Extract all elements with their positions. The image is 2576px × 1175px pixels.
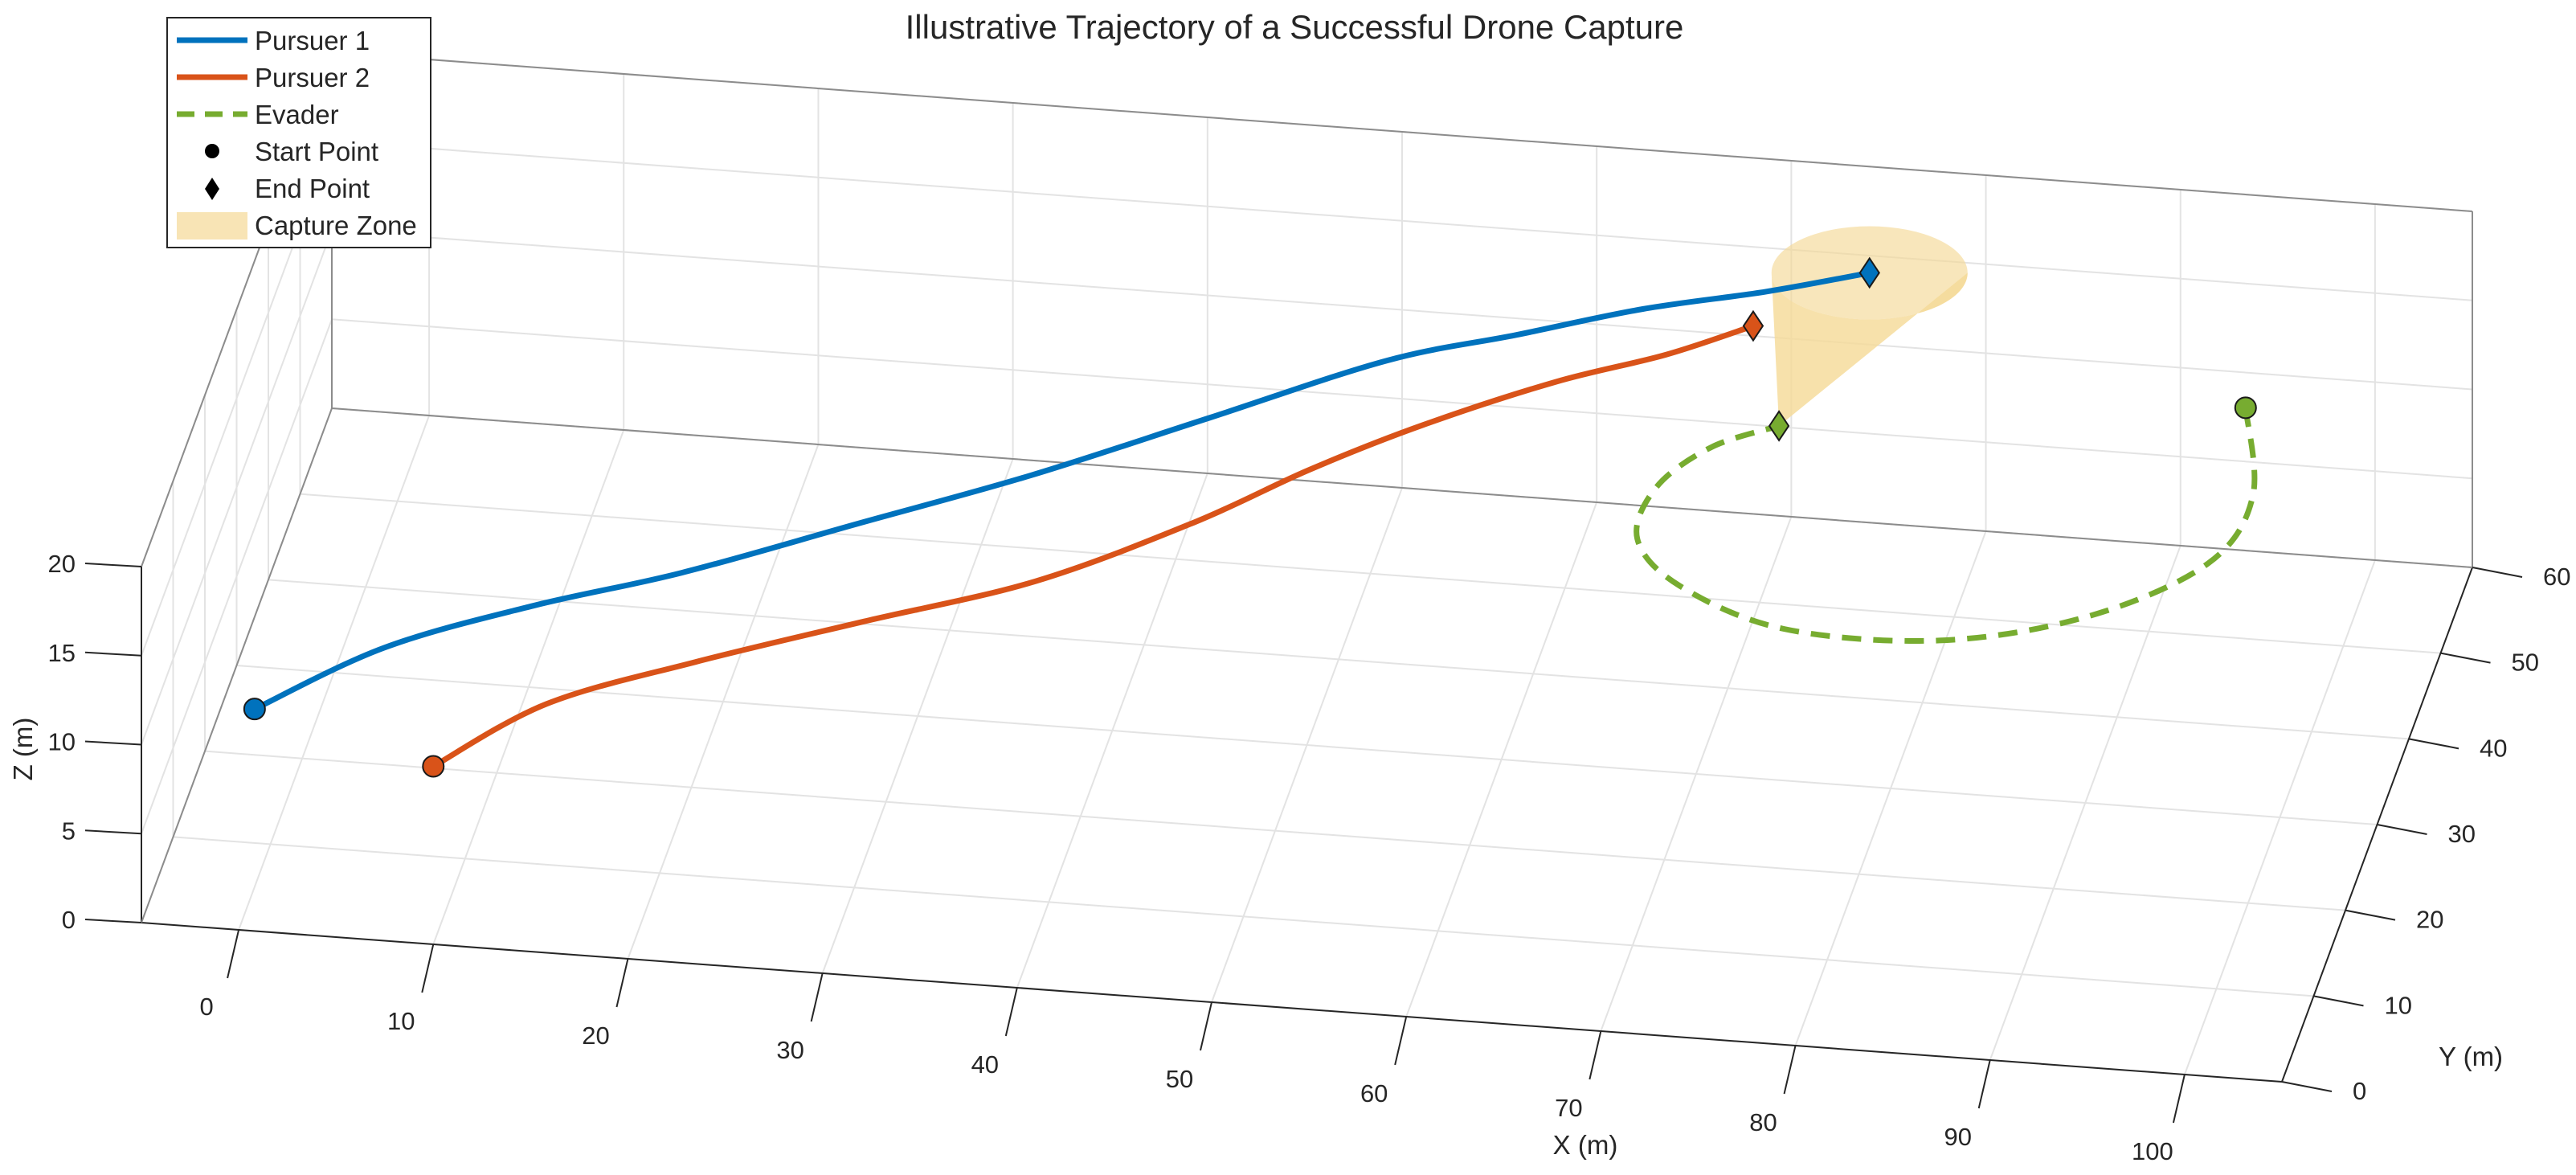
z-tick-label: 10 (48, 728, 76, 756)
floor-gridline-y (300, 493, 2441, 654)
z-tick-label: 5 (62, 817, 76, 845)
z-tick (84, 563, 142, 567)
series-line-evader (1634, 407, 2258, 645)
x-tick (1200, 1001, 1212, 1051)
x-tick-label: 0 (199, 993, 213, 1021)
legend-label-pursuer-1: Pursuer 1 (255, 26, 370, 55)
series-line-pursuer-2 (431, 323, 1755, 769)
y-tick-label: 0 (2353, 1077, 2366, 1105)
y-tick (2313, 995, 2364, 1007)
z-tick (84, 651, 142, 657)
end-marker-evader (1768, 410, 1790, 442)
x-tick-label: 30 (776, 1036, 803, 1064)
legend-label-pursuer-2: Pursuer 2 (255, 63, 370, 92)
y-tick-label: 20 (2416, 906, 2443, 934)
start-marker-pursuer-1 (243, 698, 266, 721)
x-tick-label: 90 (1944, 1123, 1971, 1151)
z-tick-label: 15 (48, 639, 76, 667)
x-tick-label: 40 (971, 1050, 999, 1079)
x-tick-label: 100 (2132, 1137, 2173, 1165)
legend: Pursuer 1 Pursuer 2 Evader Start Point E… (166, 17, 431, 248)
y-axis-label: Y (m) (2439, 1042, 2503, 1071)
capture-zone-cone (1771, 272, 1968, 426)
x-tick-label: 60 (1360, 1079, 1388, 1107)
y-tick (2440, 652, 2491, 664)
y-tick-label: 40 (2480, 734, 2507, 762)
grid-layer (141, 51, 2473, 1083)
capture-zone-layer (1771, 226, 1968, 426)
x-tick (810, 972, 824, 1022)
side-wall-gridline-z (141, 318, 333, 834)
marker-layer (243, 256, 2257, 778)
x-tick (227, 929, 240, 979)
z-tick (84, 919, 142, 923)
y-tick (2472, 567, 2523, 578)
z-tick-label: 20 (48, 550, 76, 578)
x-tick (1394, 1016, 1408, 1066)
side-wall-gridline-z (141, 230, 333, 745)
y-tick-label: 60 (2543, 563, 2570, 591)
x-tick-label: 80 (1749, 1108, 1777, 1136)
z-tick-label: 0 (62, 906, 76, 934)
label-layer: 0 10 20 30 40 50 60 70 80 90 100 0 10 20 30 40 50 60 0 5 10 1… (48, 550, 2571, 1165)
z-tick (84, 740, 142, 746)
z-tick (84, 829, 142, 835)
y-tick-label: 30 (2448, 820, 2476, 848)
floor-gridline-y (204, 750, 2346, 911)
y-tick-label: 10 (2385, 991, 2412, 1019)
back-wall-gridline-z (331, 318, 2473, 480)
x-tick (1589, 1030, 1602, 1080)
legend-label-evader: Evader (255, 100, 339, 129)
legend-marker-end-point (205, 178, 219, 200)
legend-box (166, 17, 431, 248)
x-tick (1004, 987, 1018, 1037)
floor-gridline-y (268, 579, 2410, 740)
x-tick-label: 10 (387, 1007, 415, 1035)
x-tick-label: 70 (1555, 1094, 1582, 1122)
box-edge (331, 51, 2473, 212)
y-tick (2377, 824, 2427, 835)
x-axis-label: X (m) (1553, 1130, 1618, 1160)
chart-title: Illustrative Trajectory of a Successful … (906, 8, 1684, 46)
x-tick (615, 958, 629, 1008)
start-marker-pursuer-2 (422, 755, 445, 778)
legend-marker-start-point (205, 144, 219, 158)
y-tick (2408, 738, 2459, 750)
x-tick (1977, 1059, 1991, 1109)
back-wall-gridline-z (331, 140, 2473, 301)
start-marker-evader (2234, 396, 2257, 420)
x-tick-label: 20 (582, 1021, 609, 1050)
y-tick (2345, 909, 2396, 921)
x-tick (1783, 1045, 1797, 1095)
end-marker-pursuer-2 (1742, 309, 1764, 342)
box-edge (331, 407, 2473, 568)
box-edge (141, 407, 333, 923)
floor-gridline-y (173, 836, 2314, 997)
series-line-pursuer-1 (253, 269, 1871, 712)
x-tick (2172, 1074, 2186, 1124)
series-layer (253, 269, 2258, 769)
x-tick (421, 944, 435, 993)
legend-swatch-capture-zone (177, 212, 247, 240)
floor-gridline-y (236, 665, 2378, 825)
legend-label-start-point: Start Point (255, 137, 378, 166)
back-wall-gridline-z (331, 229, 2473, 391)
z-axis-label: Z (m) (8, 718, 38, 781)
y-tick (2281, 1081, 2333, 1092)
legend-label-end-point: End Point (255, 174, 370, 203)
x-tick-label: 50 (1166, 1065, 1193, 1093)
y-tick-label: 50 (2512, 649, 2539, 677)
end-marker-pursuer-1 (1858, 256, 1880, 289)
legend-label-capture-zone: Capture Zone (255, 211, 417, 240)
